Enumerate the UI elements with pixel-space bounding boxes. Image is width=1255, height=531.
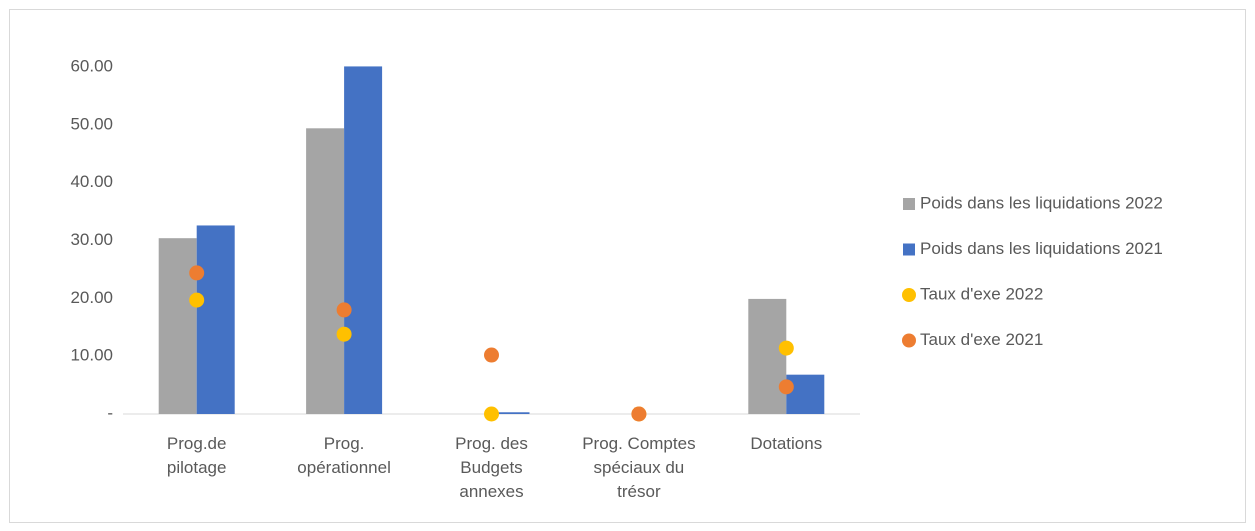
chart-border (9, 9, 1246, 523)
legend-label: Poids dans les liquidations 2022 (920, 193, 1163, 212)
dot (778, 340, 794, 356)
dot (189, 265, 205, 281)
dot (778, 379, 794, 395)
bar (491, 412, 530, 414)
y-tick-label: - (107, 403, 113, 422)
y-tick-label: 20.00 (70, 288, 113, 307)
legend-label: Taux d'exe 2022 (920, 284, 1043, 303)
y-tick-label: 10.00 (70, 346, 113, 365)
legend-swatch (903, 198, 915, 210)
x-tick-label: Prog. opérationnel (297, 434, 391, 477)
x-tick-label: Prog. des Budgets annexes (455, 434, 528, 501)
bar (344, 66, 383, 415)
legend-swatch (902, 288, 916, 302)
dot (336, 302, 352, 318)
bar (196, 225, 235, 414)
dot (631, 406, 647, 422)
x-tick-label: Prog.de pilotage (166, 434, 227, 477)
bar (786, 374, 825, 414)
bar (748, 298, 787, 414)
y-tick-label: 60.00 (70, 56, 113, 75)
dot (484, 347, 499, 363)
bar (306, 128, 345, 414)
legend-swatch (903, 243, 915, 256)
legend-label: Poids dans les liquidations 2021 (920, 239, 1163, 258)
y-tick-label: 30.00 (70, 230, 113, 249)
y-tick-label: 50.00 (70, 114, 113, 133)
dot (189, 292, 205, 308)
dot (336, 326, 352, 342)
dot (484, 406, 499, 422)
legend-label: Taux d'exe 2021 (920, 330, 1043, 349)
x-tick-label: Prog. Comptes spéciaux du trésor (582, 434, 696, 501)
x-tick-label: Dotations (750, 434, 823, 453)
bar (158, 238, 197, 414)
y-tick-label: 40.00 (70, 172, 113, 191)
legend-swatch (902, 333, 916, 348)
